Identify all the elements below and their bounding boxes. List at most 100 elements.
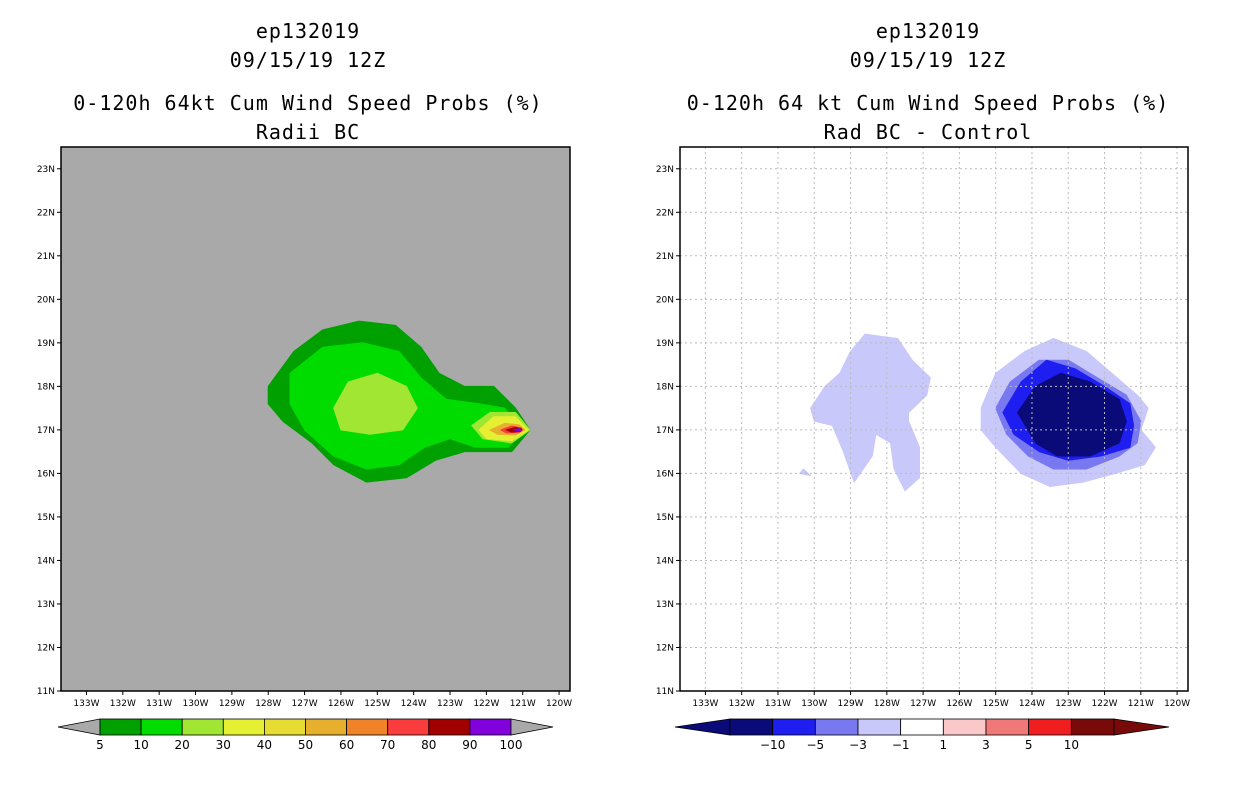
panel-1-gridlines [680,147,1188,692]
colorbar-label: 100 [500,738,523,752]
y-tick-label: 11N [37,687,55,697]
panel-0-colorbar: 5 10 20 30 40 50 60 70 80 90 100 [57,718,554,752]
panel-0-frame [60,146,571,692]
x-tick-label: 120W [1164,699,1190,709]
colorbar-over-arrow [510,718,554,736]
colorbar-label: 5 [96,738,104,752]
panel-0-contours [267,320,531,483]
y-tick-label: 18N [37,382,55,392]
x-tick-label: 128W [874,699,900,709]
y-tick-label: 11N [656,687,674,697]
y-tick-label: 21N [37,252,55,262]
y-tick-label: 17N [37,426,55,436]
colorbar-label: 80 [421,738,436,752]
x-tick-label: 129W [838,699,864,709]
panel-0-chart: 133W 132W 131W 130W 129W 128W 127W 126W 125W 124W… [37,146,572,752]
contour-level--1-1 [799,468,812,477]
y-tick-label: 13N [37,600,55,610]
colorbar-label: 20 [175,738,190,752]
x-tick-label: 123W [1055,699,1081,709]
colorbar-swatch [99,718,142,736]
x-tick-label: 131W [146,699,172,709]
y-tick-label: 13N [656,600,674,610]
x-tick-label: 132W [110,699,136,709]
colorbar-label: 10 [1064,738,1079,752]
x-tick-label: 126W [328,699,354,709]
x-tick-label: 133W [692,699,718,709]
colorbar-label: 60 [339,738,354,752]
left-chart-subtitle: Radii BC [255,120,361,144]
x-tick-label: 125W [983,699,1009,709]
x-tick-label: 130W [801,699,827,709]
y-tick-label: 15N [37,513,55,523]
colorbar-swatch [1070,718,1115,736]
y-tick-label: 12N [37,643,55,653]
colorbar-swatch [857,718,902,736]
x-tick-label: 123W [437,699,463,709]
x-tick-label: 128W [255,699,281,709]
x-tick-label: 124W [1019,699,1045,709]
right-panel-title: ep132019 09/15/19 12Z 0-120h 64 kt Cum W… [668,16,1188,146]
colorbar-swatch [181,718,224,736]
colorbar-label: 70 [380,738,395,752]
contour-level--1-0 [810,333,931,492]
x-tick-label: 125W [364,699,390,709]
colorbar-swatch [900,718,944,736]
right-datetime: 09/15/19 12Z [849,48,1007,72]
colorbar-label: −5 [806,738,824,752]
colorbar-swatch [1028,718,1072,736]
contour-level-20-2 [333,372,418,435]
colorbar-swatch [985,718,1030,736]
y-tick-label: 22N [656,208,674,218]
contour-level-90-8 [513,428,522,432]
y-tick-label: 14N [656,556,674,566]
colorbar-swatch [772,718,816,736]
colorbar-swatch [140,718,183,736]
y-tick-label: 15N [656,513,674,523]
x-tick-label: 129W [219,699,245,709]
x-tick-label: 122W [1092,699,1118,709]
y-tick-label: 19N [656,339,674,349]
right-chart-subtitle: Rad BC - Control [823,120,1033,144]
x-tick-label: 122W [473,699,499,709]
y-tick-label: 20N [37,295,55,305]
y-tick-label: 23N [656,165,674,175]
left-panel-title: ep132019 09/15/19 12Z 0-120h 64kt Cum Wi… [48,16,568,146]
y-tick-label: 19N [37,339,55,349]
colorbar-swatch [814,718,859,736]
y-tick-label: 17N [656,426,674,436]
x-tick-label: 127W [292,699,318,709]
y-tick-label: 20N [656,295,674,305]
colorbar-label: 90 [462,738,477,752]
colorbar-label: 10 [133,738,148,752]
left-datetime: 09/15/19 12Z [229,48,387,72]
y-tick-label: 12N [656,643,674,653]
colorbar-label: 5 [1025,738,1033,752]
colorbar-swatch [942,718,987,736]
x-tick-label: 127W [910,699,936,709]
colorbar-over-arrow [1113,718,1170,736]
colorbar-label: 50 [298,738,313,752]
colorbar-swatch [387,718,430,736]
colorbar-swatch [729,718,774,736]
colorbar-under-arrow [674,718,731,736]
colorbar-swatch [469,718,512,736]
left-chart-title: 0-120h 64kt Cum Wind Speed Probs (%) [73,91,543,115]
y-tick-label: 14N [37,556,55,566]
colorbar-label: 3 [982,738,990,752]
y-tick-label: 23N [37,165,55,175]
x-tick-label: 124W [401,699,427,709]
x-tick-label: 131W [765,699,791,709]
x-tick-label: 133W [73,699,99,709]
x-tick-label: 121W [510,699,536,709]
colorbar-label: −3 [849,738,867,752]
y-tick-label: 21N [656,252,674,262]
colorbar-swatch [222,718,265,736]
colorbar-swatch [346,718,389,736]
contour-level--10-5 [1017,372,1127,457]
left-storm-id: ep132019 [255,19,361,43]
colorbar-label: −1 [892,738,910,752]
colorbar-label: 30 [216,738,231,752]
x-tick-label: 121W [1128,699,1154,709]
